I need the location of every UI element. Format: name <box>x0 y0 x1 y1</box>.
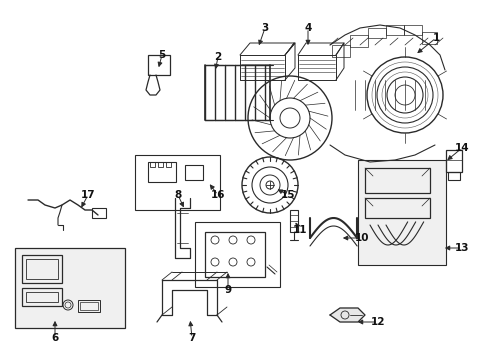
Bar <box>135 155 220 210</box>
Bar <box>421 32 436 44</box>
Text: 2: 2 <box>214 52 221 62</box>
Bar <box>331 45 349 57</box>
Text: 12: 12 <box>370 317 385 327</box>
Bar <box>26 259 58 279</box>
Bar <box>92 208 106 218</box>
Bar <box>447 172 459 180</box>
Text: 15: 15 <box>280 190 295 200</box>
Text: 17: 17 <box>81 190 95 200</box>
Text: 16: 16 <box>210 190 225 200</box>
Bar <box>80 302 98 310</box>
Bar <box>367 28 385 38</box>
Text: 11: 11 <box>292 225 306 235</box>
Text: 4: 4 <box>304 23 311 33</box>
Bar <box>150 162 155 167</box>
Bar <box>26 292 58 302</box>
Bar <box>22 255 62 283</box>
Bar <box>15 248 125 328</box>
Text: 8: 8 <box>174 190 181 200</box>
Bar <box>364 168 429 193</box>
Bar <box>289 210 297 232</box>
Polygon shape <box>329 308 364 322</box>
Bar <box>184 165 203 180</box>
Text: 1: 1 <box>431 33 439 43</box>
Text: 6: 6 <box>51 333 59 343</box>
Text: 14: 14 <box>454 143 468 153</box>
Bar <box>22 288 62 306</box>
Bar <box>403 25 421 35</box>
Text: 10: 10 <box>354 233 368 243</box>
Bar <box>385 25 403 35</box>
Bar <box>195 222 280 287</box>
Bar <box>204 232 264 277</box>
Bar <box>357 160 445 265</box>
Text: 9: 9 <box>224 285 231 295</box>
Bar <box>445 150 461 172</box>
Bar <box>148 162 176 182</box>
Bar <box>148 55 170 75</box>
Bar <box>349 35 367 47</box>
Bar <box>165 162 171 167</box>
Bar <box>364 198 429 218</box>
Text: 7: 7 <box>188 333 195 343</box>
Text: 5: 5 <box>158 50 165 60</box>
Text: 3: 3 <box>261 23 268 33</box>
Bar <box>78 300 100 312</box>
Text: 13: 13 <box>454 243 468 253</box>
Bar <box>158 162 163 167</box>
